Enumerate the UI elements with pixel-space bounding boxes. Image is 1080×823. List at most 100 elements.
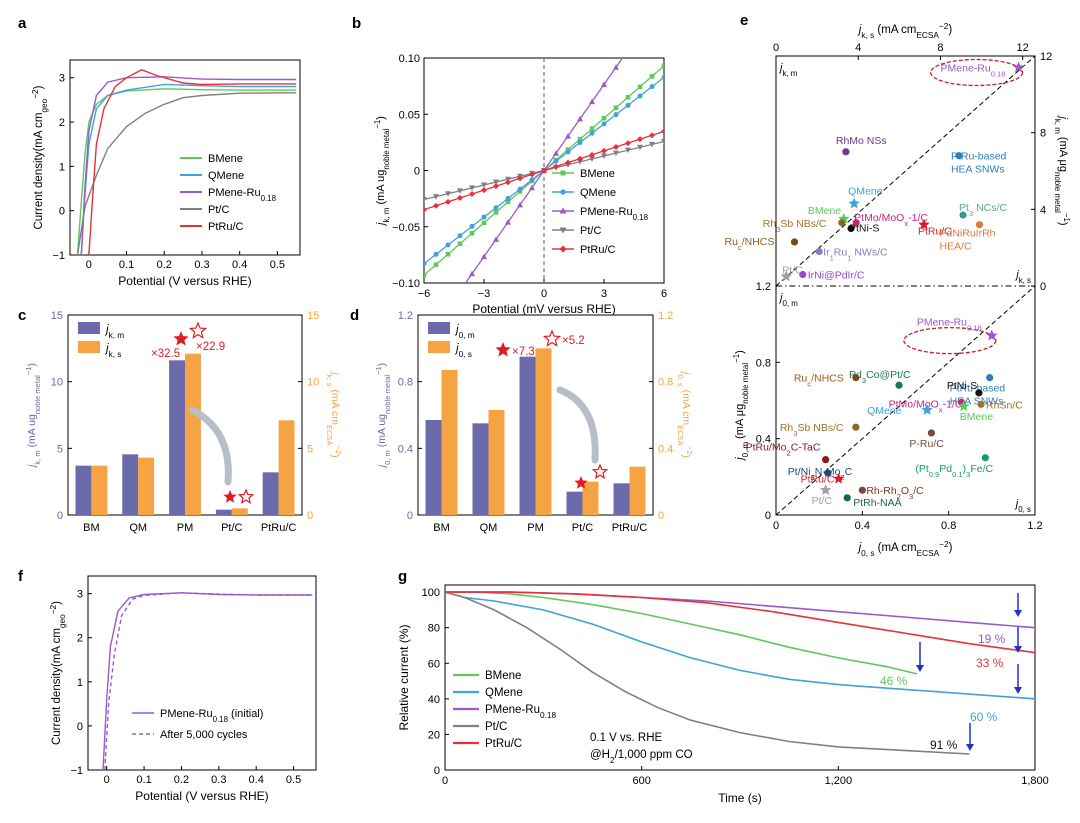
star-outline-icon <box>237 488 255 504</box>
point-label: QMene <box>867 405 902 417</box>
point-label: HEA/C <box>940 241 973 253</box>
left-tick-label: 0.4 <box>756 434 771 446</box>
marker <box>577 140 583 146</box>
point-label: Rh3Sb NBs/C <box>763 218 827 234</box>
star-icon <box>574 476 588 489</box>
bar-PM-s <box>535 348 552 515</box>
bar-PtRu/C-m <box>262 472 279 515</box>
panel-g: 0 600 1,200 1,800 0 20 40 60 80 100 Time (s) Relati… <box>397 584 1049 805</box>
x-tick-label: −3 <box>478 288 491 300</box>
down-arrow-head <box>1014 610 1022 617</box>
legend-label: jk, m <box>104 324 124 340</box>
legend-label: Pt/C <box>485 721 507 733</box>
marker <box>661 74 664 80</box>
marker <box>637 136 643 143</box>
y-tick-label-left: 0.4 <box>398 443 413 455</box>
curved-arrow <box>556 386 599 464</box>
star-marker <box>848 197 860 209</box>
y-tick-label: 100 <box>422 587 440 599</box>
y-tick-label-right: 0 <box>307 510 313 522</box>
bar-Pt/C-m <box>566 491 583 515</box>
bottom-axis-label: j0, s (mA cmECSA−2) <box>857 540 953 558</box>
marker <box>424 197 427 203</box>
data-point-lower-3: Ruc/NHCS <box>794 373 860 388</box>
legend-swatch <box>428 322 450 334</box>
x-tick-label: 0 <box>442 775 448 787</box>
y-axis-label: Relative current (%) <box>397 624 411 730</box>
legend-label: j0, s <box>454 343 472 359</box>
right-tick-label: 4 <box>1040 204 1046 216</box>
marker <box>553 163 559 170</box>
plot-frame <box>444 584 1036 771</box>
corner-label: j0, s <box>1014 498 1031 514</box>
marker <box>505 195 511 201</box>
x-tick-label: 0.1 <box>136 774 151 786</box>
series-line-PMene-Ru0.18 <box>80 76 297 256</box>
annotation: ×7.3 <box>512 346 535 358</box>
y-tick-label: 0.05 <box>399 109 420 121</box>
x-tick-label: 6 <box>661 288 667 300</box>
bar-BM-m <box>75 465 92 515</box>
ball-marker <box>986 374 994 382</box>
point-label: Rh-Rh2O3/C <box>866 485 924 501</box>
corner-label: j0, m <box>778 292 798 308</box>
x-tick-label: 1,200 <box>825 775 853 787</box>
y-axis-label-left: jk, m (mA ugnoble metal−1) <box>24 363 42 469</box>
series-line-initial <box>102 592 313 771</box>
data-point-upper-14: IrNi@PdIr/C <box>799 270 865 282</box>
annotation: ×5.2 <box>562 335 585 347</box>
point-label: Ruc/NHCS <box>725 236 775 252</box>
y-tick-label: 3 <box>59 73 65 85</box>
condition-label: @H2/1,000 ppm CO <box>590 749 693 765</box>
point-label: PtRu-based <box>950 383 1006 395</box>
data-point-upper-8: PtRu/C <box>918 218 952 238</box>
marker <box>661 63 664 69</box>
series-line-Pt/C <box>76 92 297 256</box>
marker <box>433 251 439 257</box>
marker <box>649 74 655 79</box>
series-line-PMene-Ru0.18 <box>445 591 1036 629</box>
x-tick-label: 0.5 <box>270 259 285 271</box>
point-label: RhMo NSs <box>836 135 887 147</box>
y-axis-label-left: j0, m (mA ugnoble metal−1) <box>374 363 392 469</box>
bar-PM-s <box>185 353 201 515</box>
x-tick-label: −6 <box>418 288 431 300</box>
legend-label: PMene-Ru0.18 <box>580 206 649 222</box>
ball-marker <box>977 400 985 408</box>
legend-label: PMene-Ru0.18 (initial) <box>160 708 263 724</box>
marker <box>445 242 451 248</box>
x-tick-label: 1,800 <box>1021 775 1049 787</box>
x-tick-label: QM <box>480 522 498 534</box>
y-tick-label: 2 <box>77 633 83 645</box>
y-tick-label: 60 <box>428 658 440 670</box>
panel-f: 0 0.1 0.2 0.3 0.4 0.5 −1 0 1 2 3 Potential (V versu… <box>49 575 317 803</box>
x-axis-label: Time (s) <box>718 791 762 805</box>
marker <box>469 230 475 236</box>
point-label: Pt/C <box>812 495 833 507</box>
ball-marker <box>852 423 860 431</box>
point-label: IrNi@PdIr/C <box>808 270 865 282</box>
bottom-tick-label: 0 <box>773 520 779 532</box>
marker <box>637 84 643 90</box>
legend-label: PtRu/C <box>580 244 616 256</box>
y-tick-label-right: 5 <box>307 443 313 455</box>
star-marker <box>1012 61 1025 73</box>
marker <box>589 151 595 158</box>
point-label: PtRu/Mo2C-TaC <box>746 442 821 458</box>
annotation-label: 91 % <box>930 738 958 752</box>
bar-QM-s <box>138 457 155 515</box>
series-line-QMene <box>80 83 297 256</box>
legend-label: BMene <box>208 153 243 165</box>
x-axis-label: Potential (V versus RHE) <box>135 789 268 803</box>
data-point-lower-8: BMene <box>958 400 993 423</box>
series-line-QMene <box>444 591 1036 700</box>
series-line-BMene <box>76 88 297 256</box>
annotation: ×22.9 <box>196 341 225 353</box>
x-tick-label: 0.2 <box>157 259 172 271</box>
point-label: HEA SNWs <box>951 164 1005 176</box>
marker <box>613 64 619 70</box>
data-point-upper-3: QMene <box>848 186 883 209</box>
bottom-tick-label: 0.4 <box>855 520 870 532</box>
point-label: Pt/C <box>782 264 803 276</box>
